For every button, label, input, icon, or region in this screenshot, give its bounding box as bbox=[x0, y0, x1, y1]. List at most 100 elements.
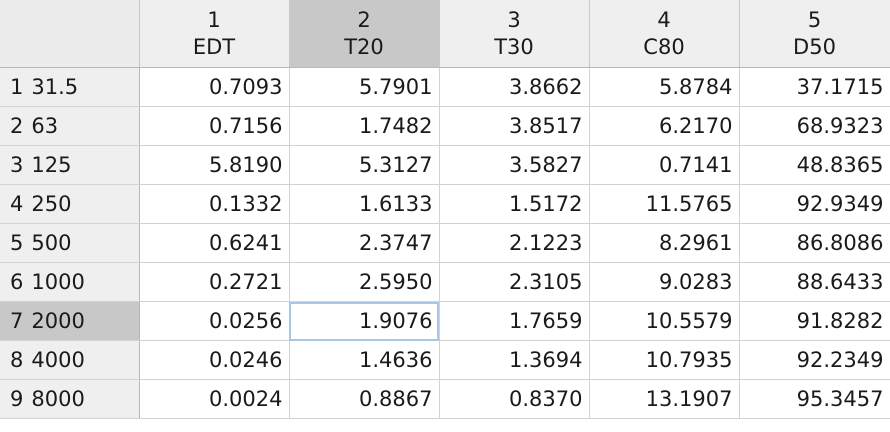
row-header[interactable]: 5 500 bbox=[0, 223, 140, 263]
column-header-row: 1 EDT 2 T20 3 T30 4 C80 5 D50 bbox=[0, 0, 890, 68]
table-cell[interactable]: 1.3694 bbox=[439, 340, 590, 380]
row-number: 6 bbox=[10, 270, 24, 294]
table-cell[interactable]: 0.6241 bbox=[139, 223, 290, 263]
table-cell[interactable]: 3.8517 bbox=[439, 106, 590, 146]
table-cell[interactable]: 1.4636 bbox=[289, 340, 440, 380]
table-row: 3 125 5.8190 5.3127 3.5827 0.7141 48.8365 bbox=[0, 145, 890, 185]
table-cell[interactable]: 3.5827 bbox=[439, 145, 590, 185]
column-header-2[interactable]: 2 T20 bbox=[289, 0, 440, 68]
column-index: 5 bbox=[807, 7, 822, 32]
column-name: T30 bbox=[494, 34, 534, 59]
column-header-3[interactable]: 3 T30 bbox=[439, 0, 590, 68]
table-cell[interactable]: 92.2349 bbox=[739, 340, 890, 380]
table-cell[interactable]: 88.6433 bbox=[739, 262, 890, 302]
table-cell[interactable]: 2.5950 bbox=[289, 262, 440, 302]
row-number: 1 bbox=[10, 75, 24, 99]
table-cell[interactable]: 9.0283 bbox=[589, 262, 740, 302]
column-name: T20 bbox=[344, 34, 384, 59]
table-cell[interactable]: 3.8662 bbox=[439, 67, 590, 107]
row-number: 8 bbox=[10, 348, 24, 372]
table-row: 6 1000 0.2721 2.5950 2.3105 9.0283 88.6433 bbox=[0, 262, 890, 302]
table-cell[interactable]: 0.7093 bbox=[139, 67, 290, 107]
table-cell[interactable]: 5.3127 bbox=[289, 145, 440, 185]
row-label: 8000 bbox=[31, 387, 85, 411]
row-header[interactable]: 8 4000 bbox=[0, 340, 140, 380]
table-cell[interactable]: 11.5765 bbox=[589, 184, 740, 224]
table-cell[interactable]: 1.5172 bbox=[439, 184, 590, 224]
table-cell[interactable]: 0.1332 bbox=[139, 184, 290, 224]
table-row: 7 2000 0.0256 1.9076 1.7659 10.5579 91.8282 bbox=[0, 301, 890, 341]
row-header[interactable]: 7 2000 bbox=[0, 301, 140, 341]
table-cell[interactable]: 6.2170 bbox=[589, 106, 740, 146]
table-cell[interactable]: 5.7901 bbox=[289, 67, 440, 107]
column-name: C80 bbox=[643, 34, 685, 59]
table-row: 4 250 0.1332 1.6133 1.5172 11.5765 92.9349 bbox=[0, 184, 890, 224]
table-cell[interactable]: 5.8190 bbox=[139, 145, 290, 185]
active-table-cell[interactable]: 1.9076 bbox=[289, 301, 440, 341]
row-number: 9 bbox=[10, 387, 24, 411]
column-index: 2 bbox=[357, 7, 371, 32]
row-header[interactable]: 9 8000 bbox=[0, 379, 140, 419]
corner-cell[interactable] bbox=[0, 0, 140, 68]
table-cell[interactable]: 86.8086 bbox=[739, 223, 890, 263]
table-cell[interactable]: 0.7156 bbox=[139, 106, 290, 146]
table-cell[interactable]: 1.7482 bbox=[289, 106, 440, 146]
row-header[interactable]: 4 250 bbox=[0, 184, 140, 224]
table-cell[interactable]: 68.9323 bbox=[739, 106, 890, 146]
row-label: 31.5 bbox=[31, 75, 79, 99]
row-label: 125 bbox=[31, 153, 72, 177]
table-row: 1 31.5 0.7093 5.7901 3.8662 5.8784 37.1715 bbox=[0, 67, 890, 107]
table-cell[interactable]: 2.3747 bbox=[289, 223, 440, 263]
table-cell[interactable]: 92.9349 bbox=[739, 184, 890, 224]
row-number: 3 bbox=[10, 153, 24, 177]
row-number: 4 bbox=[10, 192, 24, 216]
row-label: 63 bbox=[31, 114, 59, 138]
row-header[interactable]: 1 31.5 bbox=[0, 67, 140, 107]
table-cell[interactable]: 0.7141 bbox=[589, 145, 740, 185]
column-index: 4 bbox=[657, 7, 671, 32]
row-number: 5 bbox=[10, 231, 24, 255]
table-row: 5 500 0.6241 2.3747 2.1223 8.2961 86.8086 bbox=[0, 223, 890, 263]
row-label: 250 bbox=[31, 192, 72, 216]
table-cell[interactable]: 0.8867 bbox=[289, 379, 440, 419]
table-cell[interactable]: 5.8784 bbox=[589, 67, 740, 107]
table-cell[interactable]: 8.2961 bbox=[589, 223, 740, 263]
table-cell[interactable]: 1.6133 bbox=[289, 184, 440, 224]
column-name: EDT bbox=[192, 34, 236, 59]
row-number: 7 bbox=[10, 309, 24, 333]
table-cell[interactable]: 0.8370 bbox=[439, 379, 590, 419]
row-header[interactable]: 6 1000 bbox=[0, 262, 140, 302]
row-number: 2 bbox=[10, 114, 24, 138]
table-cell[interactable]: 48.8365 bbox=[739, 145, 890, 185]
table-cell[interactable]: 2.3105 bbox=[439, 262, 590, 302]
table-cell[interactable]: 95.3457 bbox=[739, 379, 890, 419]
table-cell[interactable]: 0.0246 bbox=[139, 340, 290, 380]
table-cell[interactable]: 0.2721 bbox=[139, 262, 290, 302]
table-row: 9 8000 0.0024 0.8867 0.8370 13.1907 95.3457 bbox=[0, 379, 890, 419]
column-index: 1 bbox=[207, 7, 221, 32]
row-header[interactable]: 2 63 bbox=[0, 106, 140, 146]
row-label: 500 bbox=[31, 231, 72, 255]
table-cell[interactable]: 91.8282 bbox=[739, 301, 890, 341]
column-name: D50 bbox=[793, 34, 836, 59]
row-label: 2000 bbox=[31, 309, 85, 333]
row-header[interactable]: 3 125 bbox=[0, 145, 140, 185]
column-index: 3 bbox=[507, 7, 521, 32]
table-cell[interactable]: 10.7935 bbox=[589, 340, 740, 380]
table-row: 2 63 0.7156 1.7482 3.8517 6.2170 68.9323 bbox=[0, 106, 890, 146]
column-header-1[interactable]: 1 EDT bbox=[139, 0, 290, 68]
row-label: 4000 bbox=[31, 348, 85, 372]
table-cell[interactable]: 10.5579 bbox=[589, 301, 740, 341]
table-cell[interactable]: 2.1223 bbox=[439, 223, 590, 263]
column-header-5[interactable]: 5 D50 bbox=[739, 0, 890, 68]
table-cell[interactable]: 1.7659 bbox=[439, 301, 590, 341]
table-cell[interactable]: 13.1907 bbox=[589, 379, 740, 419]
column-header-4[interactable]: 4 C80 bbox=[589, 0, 740, 68]
table-cell[interactable]: 37.1715 bbox=[739, 67, 890, 107]
table-cell[interactable]: 0.0024 bbox=[139, 379, 290, 419]
table-row: 8 4000 0.0246 1.4636 1.3694 10.7935 92.2349 bbox=[0, 340, 890, 380]
acoustics-table: 1 EDT 2 T20 3 T30 4 C80 5 D50 bbox=[0, 0, 890, 419]
row-label: 1000 bbox=[31, 270, 85, 294]
table-cell[interactable]: 0.0256 bbox=[139, 301, 290, 341]
